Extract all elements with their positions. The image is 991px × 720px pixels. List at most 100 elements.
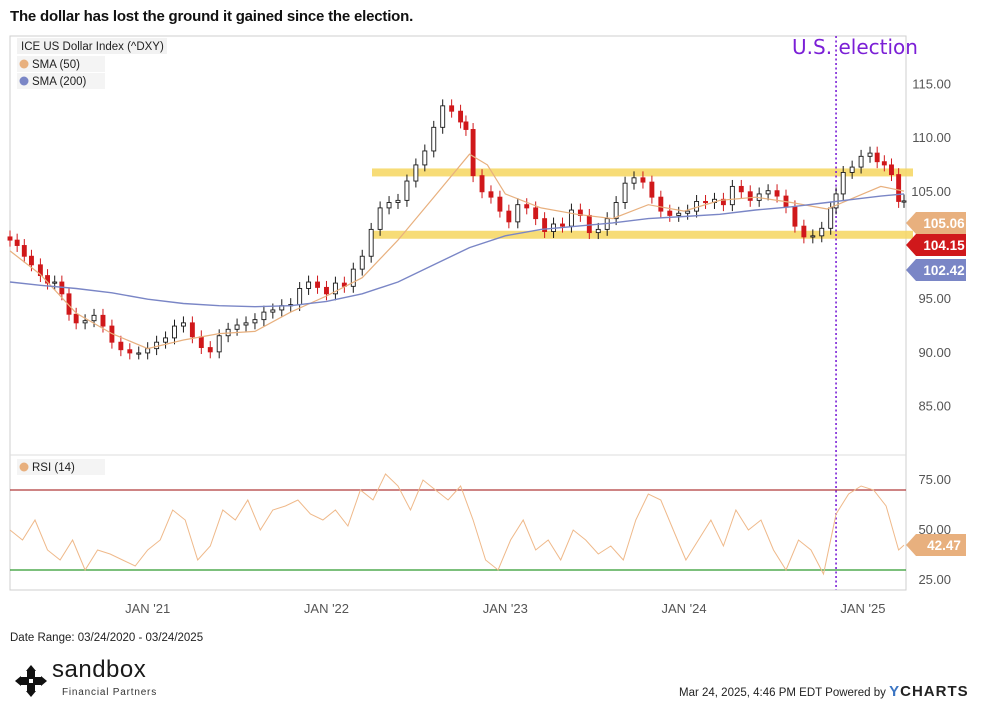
candle-body-66	[577, 209, 583, 216]
candle-body-17	[145, 348, 151, 354]
candle-body-25	[216, 335, 222, 353]
sma200-line	[9, 193, 905, 308]
plot-frame	[9, 35, 907, 591]
candle-body-34	[297, 288, 303, 306]
sma50-line	[9, 153, 905, 350]
candle-body-49	[431, 126, 437, 152]
rsi-line	[9, 473, 905, 576]
price-value-label-0-shape	[906, 212, 966, 234]
legend-sma50-swatch	[19, 59, 29, 69]
election-annotation: U.S. election	[792, 35, 918, 59]
ycharts-logo-text: CHARTS	[900, 683, 969, 700]
price-y-tick-6: 115.00	[912, 76, 951, 91]
candle-body-31	[270, 309, 276, 313]
candle-body-93	[819, 227, 825, 237]
price-value-label-0: 105.06	[906, 212, 966, 234]
candle-body-27	[234, 324, 240, 330]
price-value-label-2-shape	[906, 259, 966, 281]
candle-body-88	[774, 190, 780, 197]
legend-title: ICE US Dollar Index (^DXY)	[21, 41, 164, 53]
date-range: Date Range: 03/24/2020 - 03/24/2025	[10, 632, 204, 644]
chart-headline: The dollar has lost the ground it gained…	[10, 8, 414, 25]
legend-sma200-background	[17, 73, 105, 89]
rsi-value-label-0-shape	[906, 534, 966, 557]
ycharts-logo-y: Y	[889, 683, 901, 700]
rsi-legend: RSI (14)	[17, 459, 105, 475]
candle-body-99	[867, 152, 873, 157]
candle-body-78	[685, 210, 691, 214]
candle-body-90	[792, 206, 798, 227]
candle-body-30	[261, 311, 267, 321]
candle-body-57	[497, 196, 503, 212]
rsi-y-tick-2: 75.00	[918, 472, 951, 487]
candle-body-18	[154, 341, 160, 350]
candle-body-91	[801, 225, 807, 238]
sandbox-logo: sandbox Financial Partners	[14, 656, 194, 702]
rsi-y-tick-1: 50.00	[918, 522, 951, 537]
candle-body-6	[52, 281, 58, 284]
candle-body-68	[595, 228, 601, 234]
price-band-1	[372, 230, 913, 239]
candle-body-43	[377, 207, 383, 230]
candle-body-85	[747, 191, 753, 201]
legend-sma50-label: SMA (50)	[32, 59, 80, 71]
candle-body-103	[896, 174, 902, 202]
price-value-label-1-shape	[906, 234, 966, 256]
candle-body-76	[667, 210, 673, 216]
x-tick-2: JAN '23	[483, 601, 528, 616]
candle-body-12	[100, 314, 106, 327]
candle-body-1	[14, 239, 20, 246]
candle-body-82	[720, 198, 726, 206]
candle-body-104	[901, 200, 907, 203]
candle-body-19	[163, 337, 169, 343]
candle-body-11	[91, 314, 97, 322]
moving-averages	[9, 153, 905, 350]
candle-body-3	[29, 255, 34, 266]
candle-body-74	[649, 181, 655, 198]
logo-name: sandbox	[52, 656, 147, 683]
candle-body-54	[470, 129, 476, 177]
candle-body-24	[207, 347, 213, 353]
candle-body-29	[252, 319, 258, 324]
legend-rsi-swatch	[19, 462, 29, 472]
x-tick-0: JAN '21	[125, 601, 170, 616]
candle-body-61	[533, 207, 539, 220]
legend-rsi-label: RSI (14)	[32, 462, 75, 474]
legend-sma50-background	[17, 56, 105, 72]
candle-body-35	[306, 281, 312, 289]
candle-body-47	[413, 164, 419, 182]
price-y-tick-5: 110.00	[912, 130, 951, 145]
legend-sma200-label: SMA (200)	[32, 76, 86, 88]
election-marker: U.S. election	[792, 35, 918, 590]
candle-body-42	[368, 228, 374, 257]
candle-body-84	[738, 185, 744, 193]
candle-body-98	[858, 155, 864, 168]
candle-body-64	[560, 223, 565, 227]
price-y-tick-4: 105.00	[911, 184, 951, 199]
candle-body-67	[586, 214, 592, 234]
rsi-value-label-0: 42.47	[906, 534, 966, 557]
candle-body-41	[359, 255, 365, 270]
price-value-label-1: 104.15	[906, 234, 966, 256]
candle-body-38	[332, 282, 338, 295]
candle-body-77	[676, 212, 682, 216]
candle-body-92	[810, 235, 816, 238]
price-value-label-0-text: 105.06	[923, 216, 965, 231]
candle-body-62	[542, 218, 548, 232]
candle-body-96	[840, 171, 846, 195]
candle-body-14	[118, 341, 124, 351]
candle-body-15	[127, 349, 133, 354]
candle-body-80	[703, 201, 708, 204]
x-tick-4: JAN '25	[840, 601, 885, 616]
candle-body-87	[765, 190, 771, 195]
rsi-y-tick-0: 25.00	[918, 572, 951, 587]
candle-body-70	[613, 202, 619, 220]
candle-body-21	[180, 322, 186, 327]
legend-sma200-swatch	[19, 76, 29, 86]
candle-body-0	[7, 236, 13, 241]
rsi-y-axis: 25.00 50.00 75.00	[10, 472, 951, 587]
candle-body-37	[324, 286, 329, 295]
candle-body-23	[198, 336, 204, 349]
